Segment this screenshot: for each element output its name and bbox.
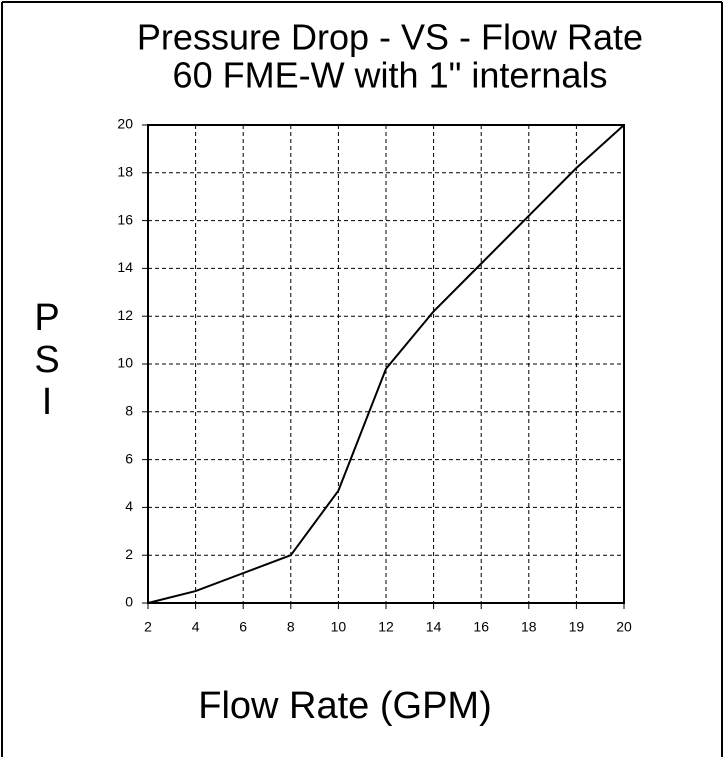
x-tick-label: 8 (287, 619, 295, 635)
data-line (147, 124, 625, 604)
y-tick-label: 18 (117, 164, 133, 180)
x-tick-label: 19 (569, 619, 585, 635)
y-tick-label: 14 (117, 259, 133, 275)
y-tick-label: 10 (117, 355, 133, 371)
chart-subtitle: 60 FME-W with 1" internals (173, 55, 608, 96)
y-tick-label: 12 (117, 307, 133, 323)
x-tick-label: 16 (473, 619, 489, 635)
y-tick-label: 20 (117, 116, 133, 132)
x-tick-label: 10 (331, 619, 347, 635)
plot-frame (147, 124, 625, 604)
x-tick-label: 14 (426, 619, 442, 635)
y-tick-label: 8 (125, 403, 133, 419)
x-tick-label: 20 (616, 619, 632, 635)
x-tick-label: 2 (144, 619, 152, 635)
x-axis-label: Flow Rate (GPM) (198, 685, 491, 727)
y-tick-label: 6 (125, 450, 133, 466)
chart-title: Pressure Drop - VS - Flow Rate (137, 17, 643, 58)
y-tick-label: 4 (125, 498, 133, 514)
y-tick-label: 0 (125, 594, 133, 610)
y-tick-label: 16 (117, 211, 133, 227)
x-tick-label: 18 (521, 619, 537, 635)
y-axis-label: PSI (26, 297, 68, 423)
y-tick-label: 2 (125, 546, 133, 562)
x-tick-label: 12 (378, 619, 394, 635)
x-tick-label: 6 (239, 619, 247, 635)
x-tick-label: 4 (192, 619, 200, 635)
